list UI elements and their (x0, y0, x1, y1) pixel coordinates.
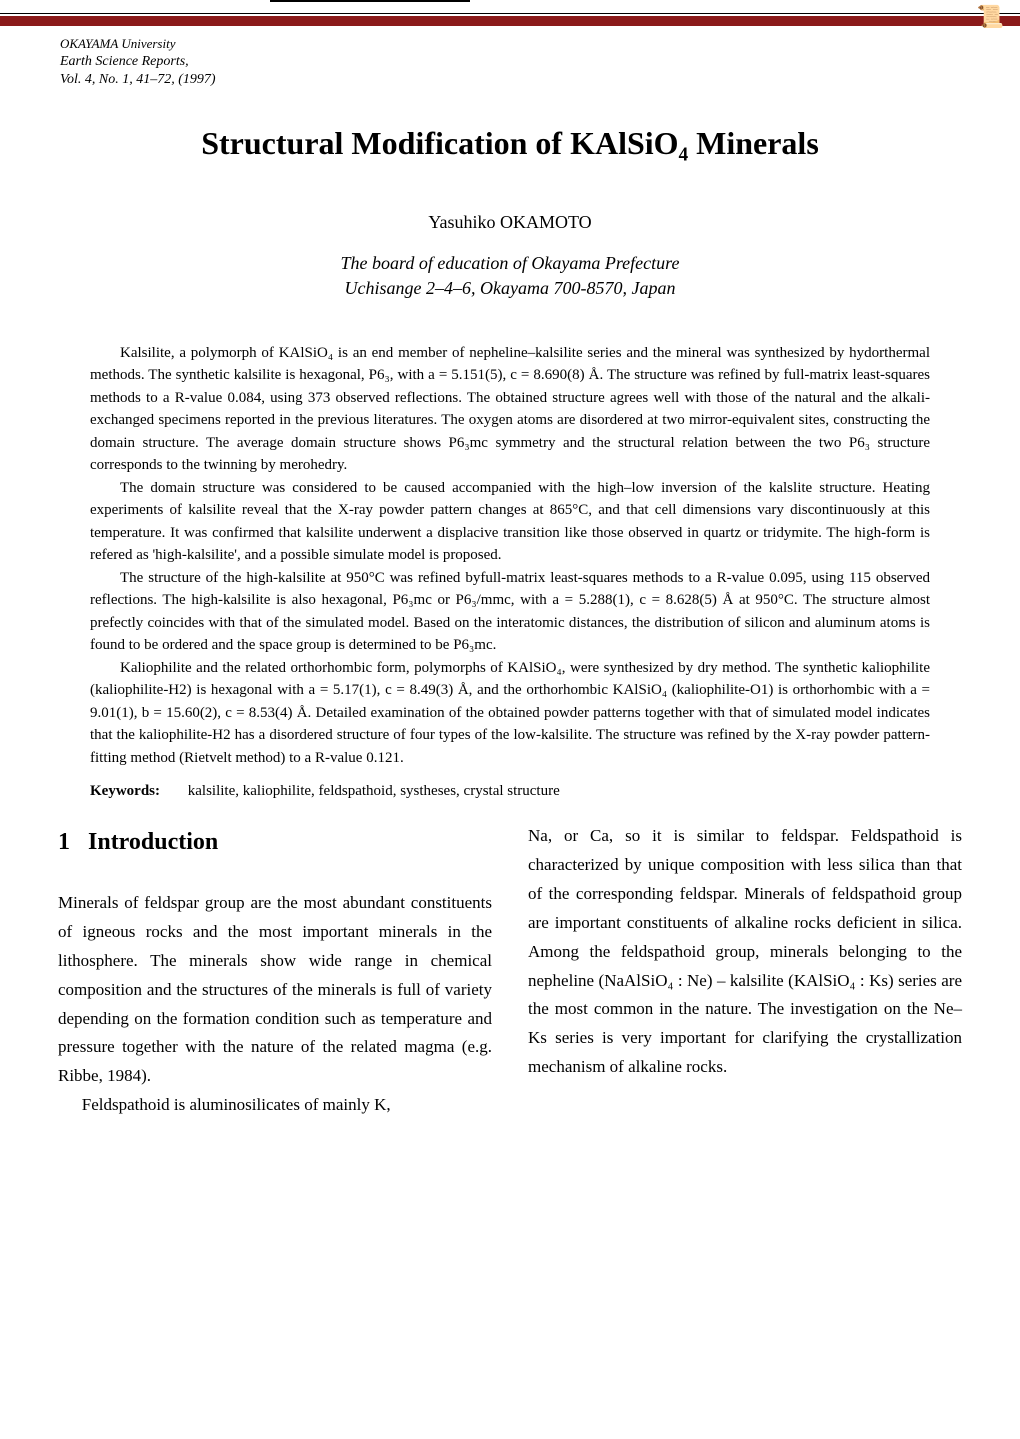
journal-university: OKAYAMA University (60, 36, 960, 53)
intro-para-3: Na, or Ca, so it is similar to feldspar.… (528, 822, 962, 1082)
affiliation-line1: The board of education of Okayama Prefec… (0, 251, 1020, 276)
brown-header-bar (0, 16, 1020, 26)
right-column: Na, or Ca, so it is similar to feldspar.… (528, 822, 962, 1120)
intro-para-2: Feldspathoid is aluminosilicates of main… (58, 1091, 492, 1120)
paper-title: Structural Modification of KAlSiO₄ Miner… (60, 125, 960, 162)
intro-para-1: Minerals of feldspar group are the most … (58, 889, 492, 1091)
keywords-label: Keywords: (90, 783, 160, 799)
author-name: Yasuhiko OKAMOTO (0, 212, 1020, 233)
left-column: 1 Introduction Minerals of feldspar group… (58, 822, 492, 1120)
section-1-heading: 1 Introduction (58, 822, 492, 863)
abstract-block: Kalsilite, a polymorph of KAlSiO₄ is an … (0, 342, 1020, 770)
abstract-para-4: Kaliophilite and the related orthorhombi… (90, 657, 930, 770)
section-title: Introduction (88, 829, 218, 855)
keywords-text: kalsilite, kaliophilite, feldspathoid, s… (188, 783, 560, 799)
author-affiliation: The board of education of Okayama Prefec… (0, 251, 1020, 301)
abstract-para-1: Kalsilite, a polymorph of KAlSiO₄ is an … (90, 342, 930, 477)
affiliation-line2: Uchisange 2–4–6, Okayama 700-8570, Japan (0, 276, 1020, 301)
body-two-column: 1 Introduction Minerals of feldspar group… (0, 822, 1020, 1120)
top-rule (0, 0, 1020, 14)
scroll-icon: 📜 (977, 4, 1004, 30)
journal-name: Earth Science Reports, (60, 53, 960, 71)
keywords-block: Keywords: kalsilite, kaliophilite, felds… (0, 769, 1020, 822)
journal-header: OKAYAMA University Earth Science Reports… (0, 30, 1020, 97)
journal-volume: Vol. 4, No. 1, 41–72, (1997) (60, 71, 960, 89)
abstract-para-3: The structure of the high-kalsilite at 9… (90, 567, 930, 657)
section-number: 1 (58, 829, 70, 855)
abstract-para-2: The domain structure was considered to b… (90, 477, 930, 567)
